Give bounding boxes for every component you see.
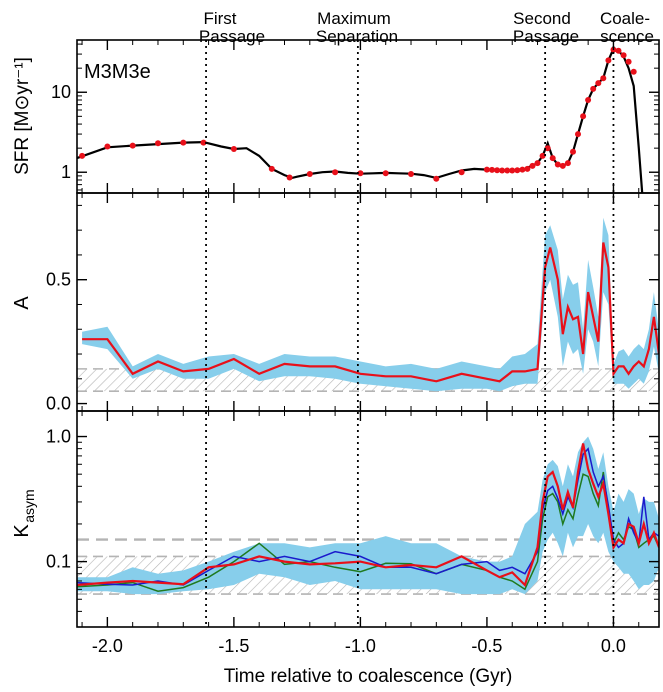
- y-tick-label: 10: [51, 82, 71, 102]
- K-uncertainty-band: [77, 436, 659, 595]
- x-tick-label: -2.0: [92, 636, 123, 656]
- sfr-point: [79, 152, 86, 159]
- event-first-passage-line1: First: [203, 9, 236, 28]
- event-max-separation-line2: Separation: [316, 27, 398, 46]
- x-axis-ticks: -2.0 -1.5 -1.0 -0.5 0.0: [81, 40, 640, 656]
- A-series-line: [82, 242, 659, 383]
- sfr-point: [200, 139, 207, 146]
- sfr-point: [155, 140, 161, 147]
- y-tick-label: 1.0: [46, 427, 71, 447]
- sfr-point: [268, 165, 275, 172]
- sfr-point: [180, 139, 187, 146]
- sfr-point: [306, 171, 313, 177]
- sfr-point: [590, 85, 597, 92]
- event-second-passage-line2: Passage: [513, 27, 579, 46]
- event-first-passage-line2: Passage: [199, 27, 265, 46]
- sfr-point: [408, 171, 414, 177]
- panel-frame: [76, 410, 660, 628]
- sfr-point: [286, 174, 293, 181]
- sfr-point: [357, 170, 364, 177]
- sfr-point: [595, 80, 602, 87]
- panel-kasym: [77, 436, 659, 595]
- sfr-point: [524, 165, 531, 172]
- sfr-point: [564, 160, 571, 167]
- event-coalescence-line2: scence: [600, 27, 654, 46]
- sim-label: M3M3e: [84, 61, 151, 83]
- x-tick-label: -1.5: [218, 636, 249, 656]
- sfr-point: [534, 160, 541, 167]
- y-tick-label: 0.5: [46, 270, 71, 290]
- sfr-point: [483, 166, 490, 173]
- y-tick-label: 0.1: [46, 552, 71, 572]
- panel-frames: 1 10 0.0 0.5 0.1 1.0: [46, 39, 660, 628]
- y-axis-label-kasym-sub: asym: [21, 489, 37, 522]
- sfr-point: [575, 131, 581, 138]
- sfr-point: [570, 148, 576, 155]
- sfr-point: [504, 167, 511, 174]
- x-tick-label: -0.5: [471, 636, 502, 656]
- sfr-point: [580, 113, 587, 120]
- panel-sfr: [77, 46, 644, 193]
- y-axis-label-sfr: SFR [M⊙yr⁻¹]: [12, 57, 33, 175]
- sfr-point: [544, 145, 551, 152]
- x-tick-label: -1.0: [345, 636, 376, 656]
- y-axis-label-kasym-main: K: [11, 524, 33, 538]
- x-axis-label: Time relative to coalescence (Gyr): [224, 666, 513, 687]
- sfr-point: [559, 162, 566, 169]
- K-series-green: [77, 471, 659, 592]
- sfr-point: [489, 166, 495, 173]
- K-series-red: [77, 443, 659, 588]
- sfr-point: [539, 152, 546, 159]
- y-axis-label-A: A: [11, 296, 33, 310]
- panel-frame: [76, 39, 660, 194]
- event-vertical-lines: [205, 40, 615, 627]
- x-tick-label: 0.0: [601, 636, 626, 656]
- sfr-point: [494, 167, 501, 174]
- sfr-point: [600, 75, 607, 82]
- sfr-point: [605, 57, 612, 64]
- A-uncertainty-band: [82, 217, 659, 392]
- event-second-passage-line1: Second: [513, 9, 571, 28]
- sfr-point: [625, 58, 632, 65]
- sfr-plot-area: [77, 46, 644, 193]
- sfr-point: [585, 97, 592, 103]
- sfr-point: [514, 167, 521, 174]
- y-tick-label: 0.0: [46, 394, 71, 414]
- sfr-point: [129, 142, 136, 149]
- sfr-point: [554, 161, 561, 168]
- event-max-separation-line1: Maximum: [317, 9, 391, 28]
- sfr-point: [499, 167, 506, 174]
- sfr-point: [630, 68, 637, 75]
- sfr-point: [332, 169, 339, 176]
- sfr-point: [549, 155, 556, 162]
- sfr-point: [458, 169, 465, 176]
- K-series-blue: [77, 447, 659, 586]
- A-plot-area: [77, 217, 659, 392]
- y-tick-label: 1: [61, 162, 71, 182]
- sfr-point: [509, 167, 516, 174]
- y-axis-label-kasym: K asym: [11, 489, 37, 537]
- event-coalescence-line1: Coale-: [600, 9, 650, 28]
- K-plot-area: [77, 436, 659, 595]
- sfr-point: [620, 52, 627, 59]
- sfr-point: [529, 162, 536, 169]
- sfr-point: [433, 175, 440, 182]
- sfr-point: [615, 47, 622, 54]
- sfr-point: [104, 143, 111, 150]
- panel-asymmetry-A: [77, 217, 659, 392]
- sfr-point: [382, 170, 389, 177]
- sfr-point: [230, 146, 237, 152]
- sfr-point: [519, 166, 526, 173]
